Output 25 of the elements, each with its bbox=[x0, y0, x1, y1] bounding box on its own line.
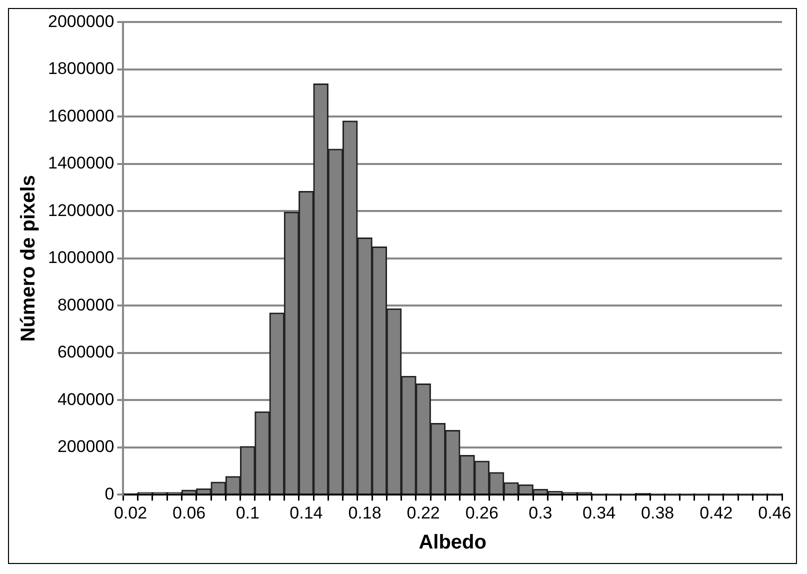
y-tick-label: 1400000 bbox=[48, 154, 114, 173]
x-tick-label: 0.38 bbox=[641, 503, 674, 522]
y-axis-title: Número de pixels bbox=[18, 175, 40, 342]
x-tick-label: 0.42 bbox=[700, 503, 733, 522]
y-tick-label: 400000 bbox=[57, 390, 114, 409]
y-tick-label: 1800000 bbox=[48, 59, 114, 78]
y-tick-label: 2000000 bbox=[48, 12, 114, 31]
x-tick-label: 0.34 bbox=[582, 503, 616, 522]
x-tick-label: 0.14 bbox=[290, 503, 323, 522]
y-tick-label: 600000 bbox=[57, 342, 114, 362]
y-tick-label: 800000 bbox=[57, 295, 114, 314]
x-tick-label: 0.26 bbox=[465, 503, 498, 522]
x-tick-label: 0.22 bbox=[406, 503, 440, 522]
y-tick-label: 1000000 bbox=[48, 248, 114, 268]
x-tick-label: 0.02 bbox=[114, 503, 148, 522]
y-tick-label: 1600000 bbox=[48, 106, 114, 126]
x-tick-label: 0.1 bbox=[236, 503, 260, 522]
x-tick-label: 0.18 bbox=[348, 503, 382, 522]
x-tick-label: 0.46 bbox=[758, 503, 792, 522]
x-axis-title: Albedo bbox=[418, 532, 486, 554]
y-tick-label: 1200000 bbox=[48, 200, 114, 220]
x-tick-label: 0.3 bbox=[528, 503, 552, 522]
x-tick-label: 0.06 bbox=[172, 503, 206, 522]
y-tick-label: 0 bbox=[104, 484, 114, 504]
y-tick-label: 200000 bbox=[57, 437, 114, 456]
